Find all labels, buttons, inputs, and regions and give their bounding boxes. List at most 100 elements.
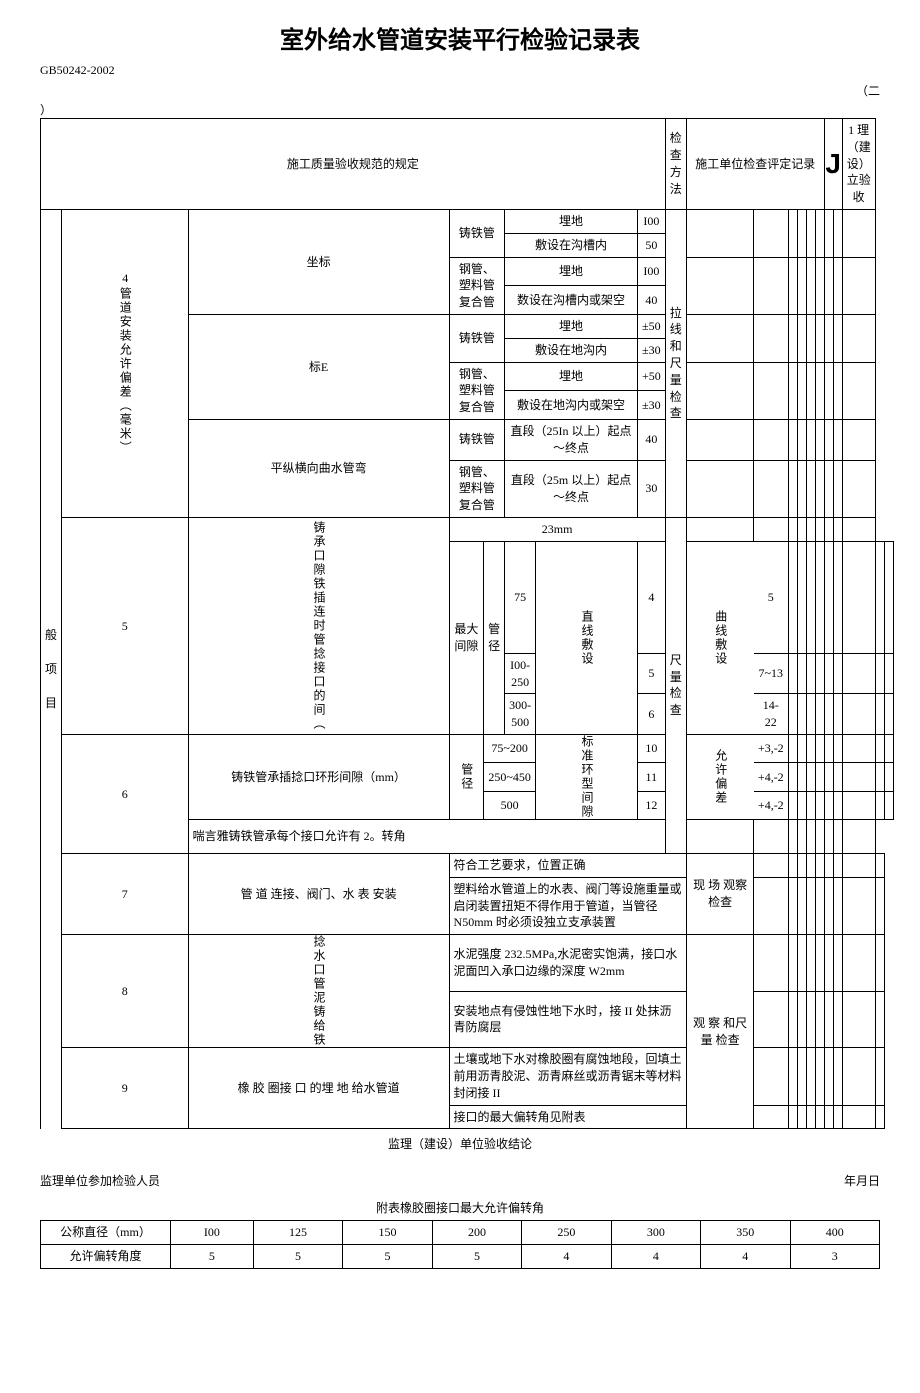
rec-cell[interactable]	[875, 734, 884, 762]
rec-cell[interactable]	[806, 257, 815, 314]
rec-cell[interactable]	[788, 257, 797, 314]
rec-cell[interactable]	[797, 791, 806, 819]
rec-cell[interactable]	[815, 877, 824, 934]
rec-cell[interactable]	[806, 763, 815, 791]
rec-cell[interactable]	[824, 419, 833, 460]
rec-cell[interactable]	[754, 935, 788, 992]
rec-cell[interactable]	[797, 419, 806, 460]
accept-cell[interactable]	[842, 419, 875, 460]
accept-cell[interactable]	[842, 819, 875, 853]
rec-cell[interactable]	[833, 763, 842, 791]
rec-cell[interactable]	[806, 362, 815, 419]
rec-cell[interactable]	[797, 517, 806, 541]
rec-cell[interactable]	[754, 209, 788, 257]
rec-cell[interactable]	[815, 362, 824, 419]
rec-cell[interactable]	[788, 541, 797, 653]
rec-cell[interactable]	[875, 763, 884, 791]
accept-cell[interactable]	[842, 209, 875, 257]
rec-cell[interactable]	[833, 791, 842, 819]
rec-cell[interactable]	[754, 460, 788, 517]
rec-cell[interactable]	[833, 694, 842, 735]
accept-cell[interactable]	[884, 541, 893, 653]
rec-cell[interactable]	[754, 1048, 788, 1105]
rec-cell[interactable]	[875, 653, 884, 694]
rec-cell[interactable]	[797, 209, 806, 257]
rec-cell[interactable]	[833, 935, 842, 992]
rec-cell[interactable]	[815, 419, 824, 460]
rec-cell[interactable]	[833, 653, 842, 694]
rec-cell[interactable]	[754, 1105, 788, 1129]
rec-cell[interactable]	[833, 517, 842, 541]
rec-cell[interactable]	[806, 694, 815, 735]
rec-cell[interactable]	[686, 209, 754, 257]
rec-cell[interactable]	[833, 460, 842, 517]
rec-cell[interactable]	[797, 734, 806, 762]
rec-cell[interactable]	[806, 877, 815, 934]
rec-cell[interactable]	[788, 694, 797, 735]
rec-cell[interactable]	[806, 517, 815, 541]
accept-cell[interactable]	[842, 257, 875, 314]
rec-cell[interactable]	[788, 991, 797, 1048]
rec-cell[interactable]	[797, 694, 806, 735]
rec-cell[interactable]	[788, 209, 797, 257]
rec-cell[interactable]	[797, 853, 806, 877]
accept-cell[interactable]	[875, 991, 884, 1048]
rec-cell[interactable]	[842, 763, 875, 791]
rec-cell[interactable]	[686, 257, 754, 314]
rec-cell[interactable]	[788, 1105, 797, 1129]
rec-cell[interactable]	[754, 853, 788, 877]
rec-cell[interactable]	[788, 763, 797, 791]
rec-cell[interactable]	[815, 257, 824, 314]
rec-cell[interactable]	[797, 653, 806, 694]
rec-cell[interactable]	[797, 819, 806, 853]
rec-cell[interactable]	[806, 314, 815, 362]
rec-cell[interactable]	[806, 991, 815, 1048]
rec-cell[interactable]	[842, 694, 875, 735]
rec-cell[interactable]	[815, 1105, 824, 1129]
accept-cell[interactable]	[884, 763, 893, 791]
rec-cell[interactable]	[754, 257, 788, 314]
rec-cell[interactable]	[797, 935, 806, 992]
accept-cell[interactable]	[875, 853, 884, 877]
rec-cell[interactable]	[842, 791, 875, 819]
rec-cell[interactable]	[815, 653, 824, 694]
rec-cell[interactable]	[815, 541, 824, 653]
rec-cell[interactable]	[686, 362, 754, 419]
rec-cell[interactable]	[754, 991, 788, 1048]
rec-cell[interactable]	[815, 791, 824, 819]
accept-cell[interactable]	[875, 877, 884, 934]
rec-cell[interactable]	[806, 419, 815, 460]
rec-cell[interactable]	[815, 819, 824, 853]
rec-cell[interactable]	[815, 517, 824, 541]
rec-cell[interactable]	[875, 541, 884, 653]
rec-cell[interactable]	[754, 314, 788, 362]
rec-cell[interactable]	[797, 460, 806, 517]
accept-cell[interactable]	[875, 1048, 884, 1105]
rec-cell[interactable]	[842, 991, 875, 1048]
rec-cell[interactable]	[842, 935, 875, 992]
rec-cell[interactable]	[824, 935, 833, 992]
rec-cell[interactable]	[788, 791, 797, 819]
rec-cell[interactable]	[815, 694, 824, 735]
rec-cell[interactable]	[806, 653, 815, 694]
accept-cell[interactable]	[875, 935, 884, 992]
rec-cell[interactable]	[797, 1105, 806, 1129]
rec-cell[interactable]	[824, 877, 833, 934]
rec-cell[interactable]	[754, 877, 788, 934]
rec-cell[interactable]	[815, 209, 824, 257]
rec-cell[interactable]	[788, 314, 797, 362]
rec-cell[interactable]	[686, 460, 754, 517]
accept-cell[interactable]	[875, 1105, 884, 1129]
rec-cell[interactable]	[754, 517, 788, 541]
rec-cell[interactable]	[824, 257, 833, 314]
rec-cell[interactable]	[824, 763, 833, 791]
rec-cell[interactable]	[824, 1048, 833, 1105]
rec-cell[interactable]	[875, 694, 884, 735]
rec-cell[interactable]	[833, 1048, 842, 1105]
rec-cell[interactable]	[754, 819, 788, 853]
rec-cell[interactable]	[833, 541, 842, 653]
rec-cell[interactable]	[806, 791, 815, 819]
rec-cell[interactable]	[815, 763, 824, 791]
rec-cell[interactable]	[824, 517, 833, 541]
rec-cell[interactable]	[824, 819, 833, 853]
